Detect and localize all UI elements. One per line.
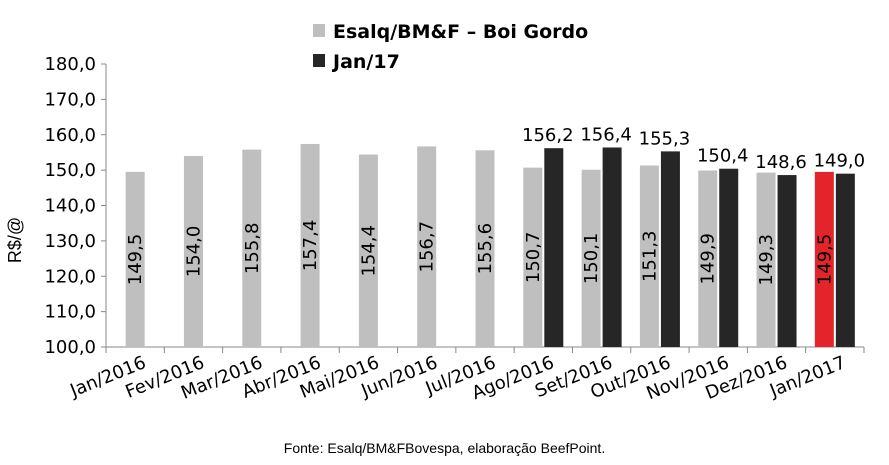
y-tick-label: 150,0 <box>44 160 96 181</box>
data-label-series-2: 150,4 <box>697 146 749 167</box>
bar-series-1 <box>125 171 145 347</box>
data-label-series-1: 157,4 <box>300 220 321 272</box>
data-label-series-1: 154,0 <box>183 226 204 278</box>
bar-series-1 <box>756 172 776 347</box>
bar-series-2 <box>777 175 797 347</box>
data-label-series-1: 150,7 <box>523 232 544 284</box>
bar-series-1 <box>358 154 378 347</box>
data-labels: 149,5 154,0 155,8 157,4 154,4 156,7 155,6 150,7… <box>125 124 865 285</box>
bar-series-2 <box>835 173 855 347</box>
bar-series-1 <box>183 155 203 347</box>
data-label-series-1: 156,7 <box>417 221 438 273</box>
bar-series-1 <box>581 169 601 347</box>
bar-series-1 <box>417 146 437 347</box>
y-tick-label: 180,0 <box>44 54 96 75</box>
y-axis-label: R$/@ <box>5 217 25 263</box>
legend-swatch-series-1 <box>313 24 325 37</box>
data-label-series-1: 150,1 <box>581 233 602 285</box>
data-label-series-1: 149,9 <box>698 233 719 285</box>
bar-series-2 <box>544 148 564 347</box>
legend-label-series-1: Esalq/BM&F – Boi Gordo <box>333 21 588 43</box>
bar-series-1 <box>475 150 495 347</box>
y-tick-label: 130,0 <box>44 231 96 252</box>
y-tick-label: 140,0 <box>44 196 96 217</box>
y-tick-label: 120,0 <box>44 266 96 287</box>
bar-series-1 <box>639 165 659 347</box>
bar-series-2 <box>602 147 622 347</box>
bar-series-2 <box>660 151 680 347</box>
data-label-series-1: 149,5 <box>125 234 146 286</box>
bar-series-1 <box>242 149 262 347</box>
data-label-series-1: 155,8 <box>242 223 263 275</box>
legend-label-series-2: Jan/17 <box>331 51 400 73</box>
bar-series-2 <box>719 168 739 347</box>
legend: Esalq/BM&F – Boi Gordo Jan/17 <box>313 21 588 73</box>
bars <box>125 143 855 347</box>
data-label-series-2: 156,2 <box>522 125 574 146</box>
data-label-series-1: 149,3 <box>756 234 777 286</box>
bar-series-1 <box>523 167 543 347</box>
y-tick-label: 170,0 <box>44 89 96 110</box>
data-label-series-1: 151,3 <box>639 230 660 282</box>
source-note: Fonte: Esalq/BM&FBovespa, elaboração Bee… <box>283 440 606 456</box>
bar-series-1 <box>814 171 834 347</box>
data-label-series-2: 155,3 <box>639 128 691 149</box>
data-label-series-1: 149,5 <box>814 234 835 286</box>
data-label-series-1: 155,6 <box>475 223 496 275</box>
y-tick-label: 100,0 <box>44 337 96 358</box>
data-label-series-2: 156,4 <box>580 124 632 145</box>
data-label-series-2: 149,0 <box>814 151 866 172</box>
bar-series-1 <box>300 143 320 347</box>
axes: 100,0 110,0 120,0 130,0 140,0 150,0 160,0 170,0… <box>44 54 865 358</box>
bar-series-1 <box>698 170 718 347</box>
data-label-series-1: 154,4 <box>358 225 379 277</box>
data-label-series-2: 148,6 <box>755 152 807 173</box>
legend-swatch-series-2 <box>313 54 325 67</box>
y-tick-label: 110,0 <box>44 302 96 323</box>
y-tick-label: 160,0 <box>44 125 96 146</box>
x-tick-labels: Jan/2016Fev/2016Mar/2016Abr/2016Mai/2016… <box>66 352 848 404</box>
